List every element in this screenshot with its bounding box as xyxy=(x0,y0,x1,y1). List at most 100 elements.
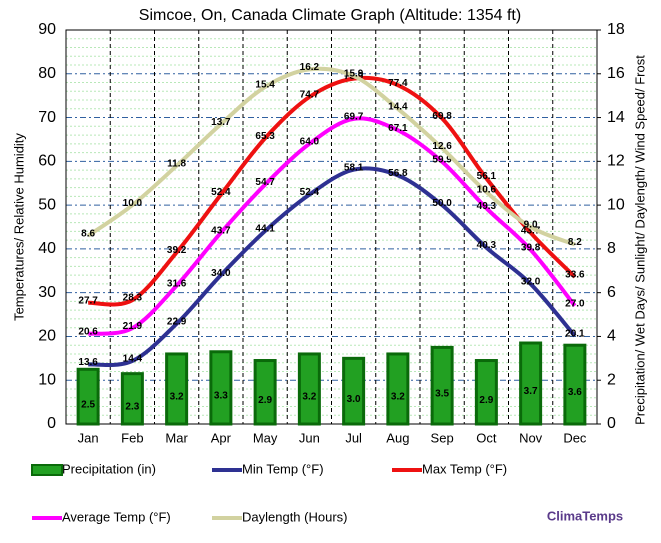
y2-tick-label: 0 xyxy=(607,415,616,432)
x-tick-label: May xyxy=(253,430,278,445)
x-tick-label: Dec xyxy=(563,430,587,445)
value-label: 69.7 xyxy=(344,112,364,123)
y-tick-label: 50 xyxy=(38,196,56,213)
value-label: 67.1 xyxy=(388,123,408,134)
value-label: 8.6 xyxy=(81,228,95,239)
bar xyxy=(297,352,321,426)
y2-tick-label: 2 xyxy=(607,371,616,388)
value-label: 3.2 xyxy=(391,392,405,403)
value-label: 21.9 xyxy=(123,321,143,332)
value-label: 74.7 xyxy=(300,90,320,101)
legend-label: Max Temp (°F) xyxy=(422,461,507,476)
plot-frame xyxy=(65,29,598,425)
value-label: 52.4 xyxy=(211,187,231,198)
value-label: 9.0 xyxy=(524,220,538,231)
y2-tick-label: 4 xyxy=(607,328,616,345)
value-label: 77.4 xyxy=(388,78,408,89)
value-label: 16.2 xyxy=(300,62,320,73)
bar xyxy=(386,352,410,426)
value-label: 39.8 xyxy=(521,242,541,253)
bar xyxy=(120,372,144,426)
value-label: 52.4 xyxy=(300,187,320,198)
value-label: 2.9 xyxy=(258,395,272,406)
value-label: 2.9 xyxy=(479,395,493,406)
x-tick-label: Aug xyxy=(386,430,409,445)
brand: ClimaTemps xyxy=(547,508,623,523)
value-label: 3.3 xyxy=(214,391,228,402)
line xyxy=(87,166,577,368)
y-tick-label: 70 xyxy=(38,109,56,126)
y2-tick-label: 14 xyxy=(607,109,625,126)
y2-tick-label: 12 xyxy=(607,153,625,170)
bar xyxy=(430,345,454,426)
value-label: 3.7 xyxy=(524,386,538,397)
value-label: 59.9 xyxy=(432,154,452,165)
value-label: 50.0 xyxy=(432,198,452,209)
value-label: 20.6 xyxy=(78,326,98,337)
bar xyxy=(563,343,587,426)
value-label: 12.6 xyxy=(432,141,452,152)
bar xyxy=(474,359,498,426)
y-tick-label: 80 xyxy=(38,65,56,82)
x-tick-label: Apr xyxy=(211,430,232,445)
y2-axis-title: Precipitation/ Wet Days/ Sunlight/ Dayle… xyxy=(632,55,647,425)
y2-tick-label: 10 xyxy=(607,196,625,213)
value-label: 49.3 xyxy=(477,201,497,212)
y-tick-label: 0 xyxy=(47,415,56,432)
x-tick-label: Sep xyxy=(431,430,454,445)
value-label: 22.9 xyxy=(167,316,187,327)
legend-label: Precipitation (in) xyxy=(62,461,156,476)
y-tick-label: 10 xyxy=(38,371,56,388)
value-label: 13.6 xyxy=(78,357,98,368)
value-label: 44.1 xyxy=(255,224,275,235)
bar xyxy=(519,341,543,426)
value-label: 15.4 xyxy=(255,80,275,91)
y2-tick-label: 6 xyxy=(607,284,616,301)
x-tick-label: Jan xyxy=(78,430,99,445)
value-label: 31.6 xyxy=(167,278,187,289)
value-label: 8.2 xyxy=(568,237,582,248)
value-label: 27.0 xyxy=(565,298,585,309)
value-label: 2.5 xyxy=(81,399,95,410)
legend-label: Average Temp (°F) xyxy=(62,509,171,524)
value-label: 43.7 xyxy=(211,225,231,236)
value-label: 14.4 xyxy=(388,101,408,112)
y2-tick-label: 18 xyxy=(607,21,625,38)
bar xyxy=(253,359,277,426)
y-tick-label: 30 xyxy=(38,284,56,301)
value-label: 54.7 xyxy=(255,177,275,188)
value-label: 27.7 xyxy=(78,295,98,306)
value-label: 65.3 xyxy=(255,131,275,142)
y2-tick-label: 8 xyxy=(607,240,616,257)
x-tick-label: Jul xyxy=(345,430,362,445)
value-label: 3.0 xyxy=(347,394,361,405)
value-label: 34.0 xyxy=(211,268,231,279)
value-label: 3.2 xyxy=(170,392,184,403)
legend-label: Min Temp (°F) xyxy=(242,461,324,476)
y-tick-label: 60 xyxy=(38,153,56,170)
x-tick-label: Mar xyxy=(165,430,188,445)
x-tick-label: Jun xyxy=(299,430,320,445)
value-label: 28.3 xyxy=(123,293,143,304)
legend-swatch xyxy=(31,464,63,476)
x-tick-label: Oct xyxy=(476,430,497,445)
line xyxy=(86,66,576,247)
value-label: 56.1 xyxy=(477,171,497,182)
legend-label: Daylength (Hours) xyxy=(242,509,348,524)
x-tick-label: Feb xyxy=(121,430,143,445)
bar xyxy=(342,356,366,426)
y2-tick-label: 16 xyxy=(607,65,625,82)
value-label: 3.5 xyxy=(435,388,449,399)
value-label: 3.2 xyxy=(302,392,316,403)
value-label: 64.0 xyxy=(300,136,320,147)
line xyxy=(87,116,577,336)
value-label: 2.3 xyxy=(125,401,139,412)
value-label: 33.6 xyxy=(565,270,585,281)
bar xyxy=(165,352,189,426)
y-tick-label: 90 xyxy=(38,21,56,38)
value-label: 39.2 xyxy=(167,245,187,256)
value-label: 13.7 xyxy=(211,117,231,128)
value-label: 3.6 xyxy=(568,387,582,398)
value-label: 20.1 xyxy=(565,329,585,340)
